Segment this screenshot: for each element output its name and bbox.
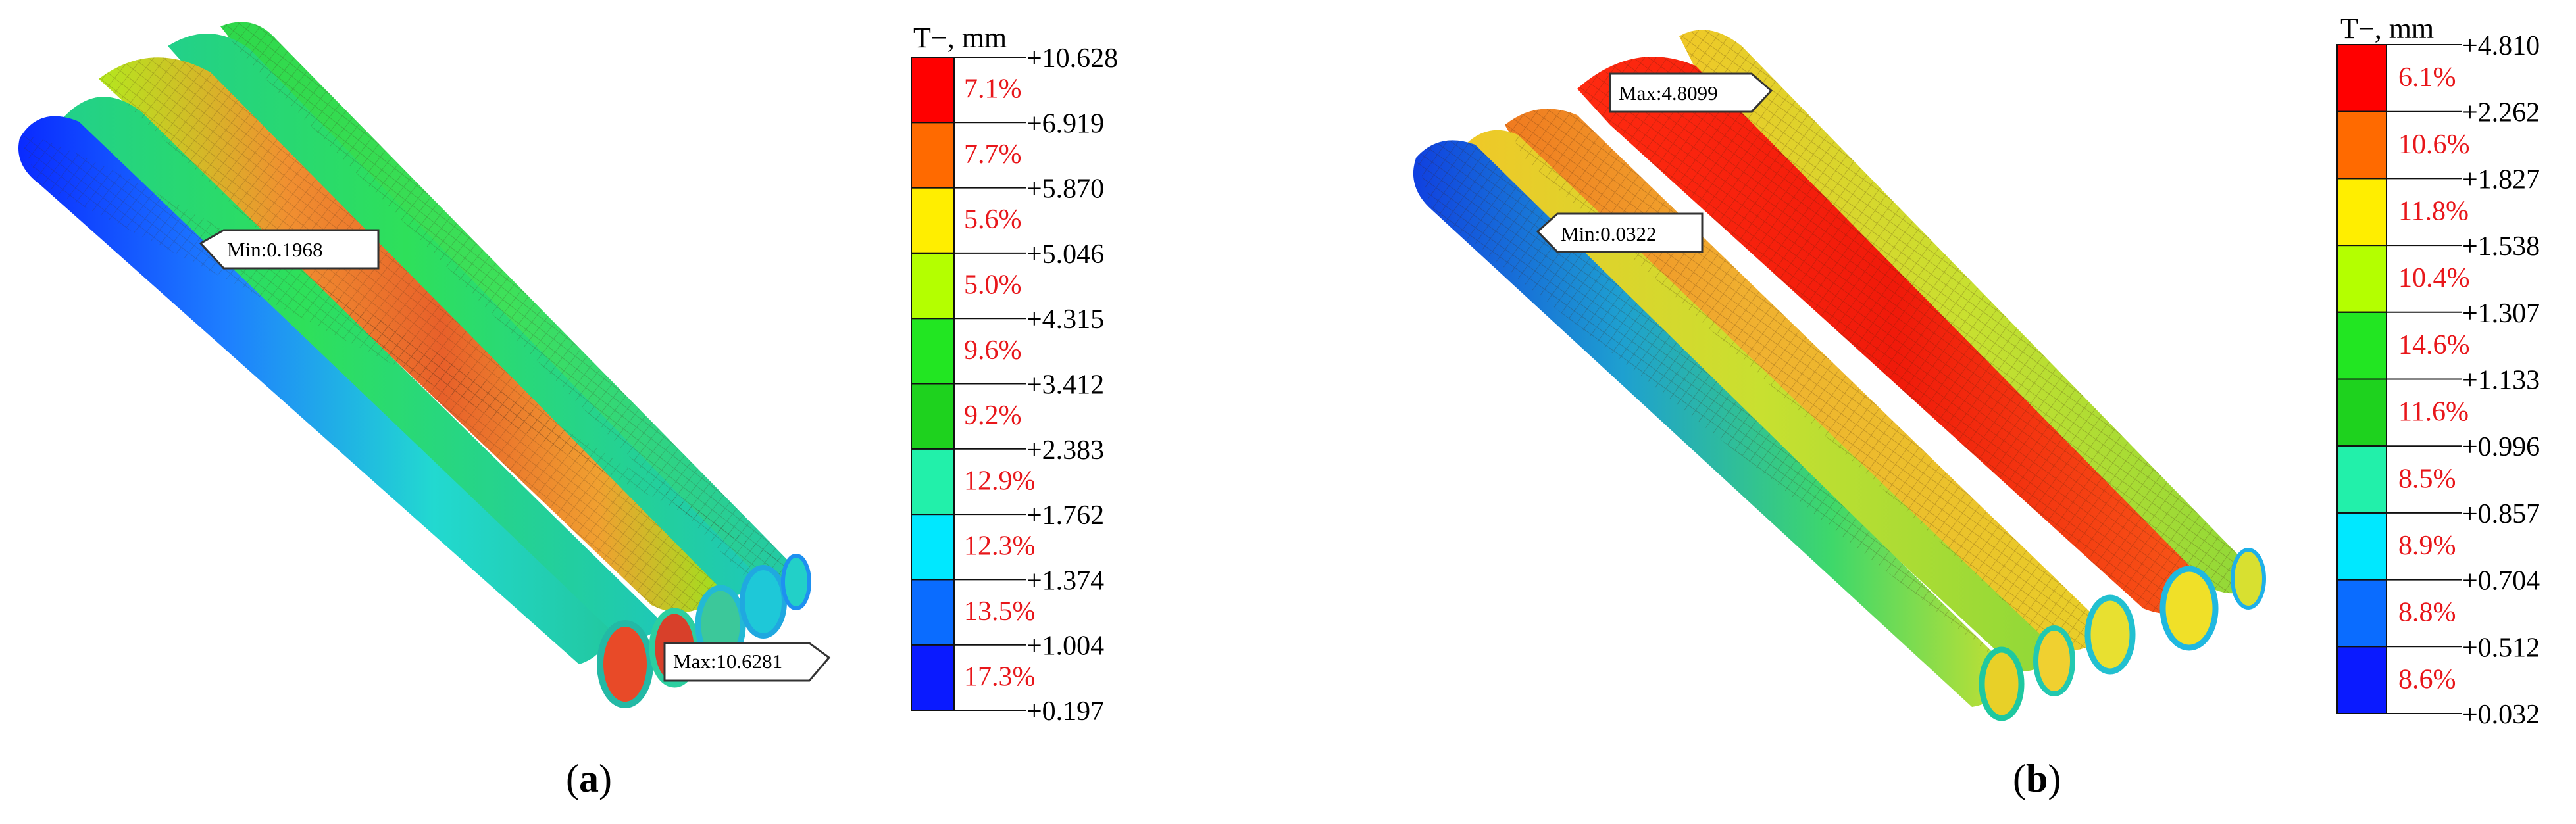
legend-percent-b-9: 8.6% bbox=[2398, 664, 2456, 694]
legend-tick-b-6: +0.996 bbox=[2462, 432, 2540, 462]
legend-swatch-a-9 bbox=[911, 644, 955, 712]
legend-swatch-b-7 bbox=[2336, 512, 2387, 581]
legend-tick-b-5: +1.133 bbox=[2462, 366, 2540, 396]
legend-tick-a-9: +1.004 bbox=[1026, 631, 1104, 662]
min-label-a: Min:0.1968 bbox=[227, 238, 323, 261]
legend-swatch-a-7 bbox=[911, 514, 955, 581]
max-label-b: Max:4.8099 bbox=[1619, 82, 1718, 105]
legend-swatch-b-4 bbox=[2336, 311, 2387, 380]
legend-percent-a-6: 12.9% bbox=[964, 466, 1036, 496]
legend-swatch-b-3 bbox=[2336, 245, 2387, 313]
legend-percent-a-1: 7.7% bbox=[964, 139, 1022, 170]
legend-title-b: T−, mm bbox=[2340, 12, 2434, 45]
legend-tick-b-8: +0.704 bbox=[2462, 566, 2540, 596]
legend-tick-b-4: +1.307 bbox=[2462, 299, 2540, 329]
legend-tick-a-5: +3.412 bbox=[1026, 370, 1104, 400]
panel-a: Min:0.1968 Max:10.6281 T−, mm +10.628 +6.… bbox=[18, 22, 1118, 800]
max-label-a: Max:10.6281 bbox=[673, 650, 782, 673]
legend-percent-a-8: 13.5% bbox=[964, 596, 1036, 627]
legend-b: T−, mm +4.810 +2.262 +1.827 +1.538 +1.307 +1.… bbox=[2336, 12, 2540, 730]
caption-b: (b) bbox=[2013, 757, 2061, 800]
legend-tick-b-3: +1.538 bbox=[2462, 231, 2540, 262]
min-callout-a: Min:0.1968 bbox=[199, 229, 380, 270]
legend-tick-a-7: +1.762 bbox=[1026, 500, 1104, 531]
legend-tick-a-0: +10.628 bbox=[1026, 43, 1118, 74]
legend-tick-b-7: +0.857 bbox=[2462, 499, 2540, 529]
legend-swatch-b-0 bbox=[2336, 44, 2387, 112]
legend-percent-b-1: 10.6% bbox=[2398, 130, 2470, 160]
legend-percent-a-9: 17.3% bbox=[964, 662, 1036, 692]
legend-percent-b-2: 11.8% bbox=[2398, 196, 2469, 226]
legend-swatch-b-8 bbox=[2336, 579, 2387, 648]
legend-tick-a-6: +2.383 bbox=[1026, 435, 1104, 466]
legend-swatch-b-2 bbox=[2336, 178, 2387, 247]
panel-a-figure: Min:0.1968 Max:10.6281 T−, mm +10.628 +6.… bbox=[18, 22, 1118, 727]
legend-swatch-b-6 bbox=[2336, 445, 2387, 514]
legend-percent-b-5: 11.6% bbox=[2398, 397, 2469, 427]
legend-swatch-a-6 bbox=[911, 448, 955, 516]
legend-percent-a-0: 7.1% bbox=[964, 74, 1022, 105]
legend-percent-b-0: 6.1% bbox=[2398, 62, 2456, 93]
legend-swatch-a-2 bbox=[911, 187, 955, 254]
legend-percent-b-7: 8.9% bbox=[2398, 531, 2456, 561]
panel-b: Max:4.8099 Min:0.0322 T−, mm +4.810 +2.26… bbox=[1288, 0, 2576, 824]
caption-a: (a) bbox=[566, 757, 612, 800]
legend-tick-a-3: +5.046 bbox=[1026, 239, 1104, 270]
legend-percent-b-3: 10.4% bbox=[2398, 263, 2470, 293]
tube-bundle-b bbox=[1413, 30, 2266, 721]
legend-title-a: T−, mm bbox=[913, 22, 1007, 54]
legend-swatch-b-9 bbox=[2336, 646, 2387, 714]
legend-swatch-b-1 bbox=[2336, 110, 2387, 180]
legend-percent-a-5: 9.2% bbox=[964, 400, 1022, 431]
legend-swatch-b-5 bbox=[2336, 378, 2387, 447]
legend-swatch-a-5 bbox=[911, 383, 955, 450]
panel-b-figure: Max:4.8099 Min:0.0322 T−, mm +4.810 +2.26… bbox=[1413, 12, 2540, 730]
legend-percent-a-3: 5.0% bbox=[964, 270, 1022, 300]
legend-tick-b-2: +1.827 bbox=[2462, 164, 2540, 195]
legend-percent-b-4: 14.6% bbox=[2398, 330, 2470, 360]
max-callout-a: Max:10.6281 bbox=[663, 642, 831, 682]
tube-bundle-a bbox=[18, 22, 811, 708]
legend-tick-a-8: +1.374 bbox=[1026, 566, 1104, 596]
legend-swatch-a-1 bbox=[911, 122, 955, 189]
max-callout-b: Max:4.8099 bbox=[1609, 72, 1773, 113]
legend-swatch-a-8 bbox=[911, 579, 955, 646]
legend-percent-a-2: 5.6% bbox=[964, 205, 1022, 235]
legend-tick-a-2: +5.870 bbox=[1026, 174, 1104, 205]
legend-swatch-a-3 bbox=[911, 252, 955, 320]
legend-tick-a-4: +4.315 bbox=[1026, 304, 1104, 335]
legend-percent-a-4: 9.6% bbox=[964, 335, 1022, 366]
legend-tick-b-10: +0.032 bbox=[2462, 700, 2540, 730]
legend-swatch-a-0 bbox=[911, 57, 955, 124]
legend-percent-b-6: 8.5% bbox=[2398, 464, 2456, 494]
legend-percent-a-7: 12.3% bbox=[964, 531, 1036, 562]
legend-tick-b-1: +2.262 bbox=[2462, 98, 2540, 128]
legend-swatch-a-4 bbox=[911, 318, 955, 385]
legend-tick-b-9: +0.512 bbox=[2462, 633, 2540, 663]
legend-tick-a-1: +6.919 bbox=[1026, 109, 1104, 139]
min-label-b: Min:0.0322 bbox=[1561, 222, 1657, 245]
legend-percent-b-8: 8.8% bbox=[2398, 598, 2456, 628]
legend-tick-a-10: +0.197 bbox=[1026, 696, 1104, 727]
min-callout-b: Min:0.0322 bbox=[1536, 212, 1704, 253]
legend-a: T−, mm +10.628 +6.919 +5.870 +5.046 +4.315 +3… bbox=[911, 22, 1118, 727]
legend-tick-b-0: +4.810 bbox=[2462, 31, 2540, 61]
